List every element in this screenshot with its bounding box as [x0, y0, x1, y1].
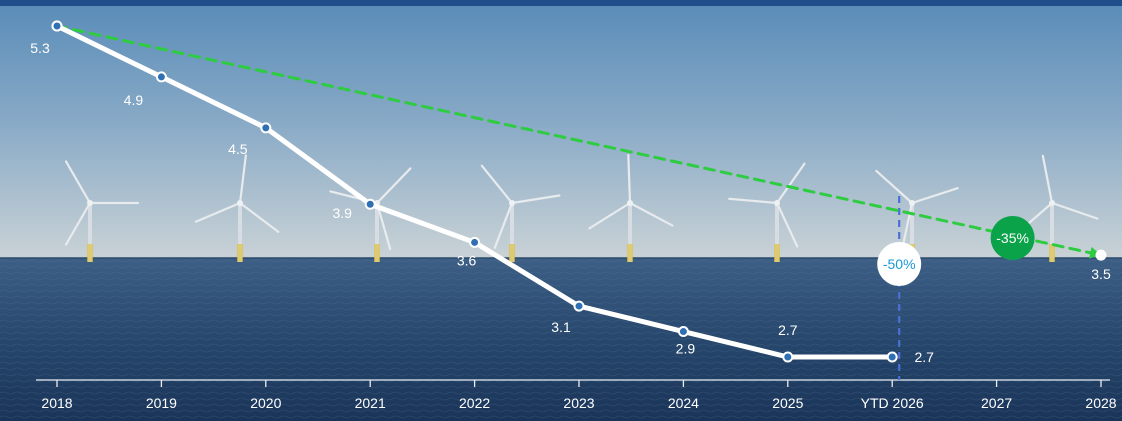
series-2-point-2028: [1095, 249, 1107, 261]
turbine-1: [64, 160, 140, 262]
series-1-point-2018: [51, 20, 63, 32]
annotations: -50% -35%: [877, 216, 1035, 286]
turbine-2: [194, 154, 280, 262]
turbine-5: [588, 153, 674, 262]
annotation--35--text: -35%: [996, 230, 1029, 246]
data-labels: 5.3 4.9 4.5 3.9 3.6 3.1 2.9 2.7 2.7 3.5: [30, 40, 1111, 365]
top-border: [0, 0, 1122, 6]
data-label-2-2028: 3.5: [1091, 266, 1111, 282]
x-axis: 2018 2019 2020 2021 2022 2023 2024 2025 YTD 2026…: [36, 379, 1117, 411]
series-1-point-2020: [260, 122, 272, 134]
actual-series-layer: [51, 20, 898, 363]
data-label-1-2023: 3.1: [551, 319, 571, 335]
series-1-point-2021: [364, 198, 376, 210]
data-label-1-2021: 3.9: [332, 205, 352, 221]
series-1-point-2019: [155, 71, 167, 83]
sea-waves: [0, 258, 1122, 421]
x-tick-label-2022: 2022: [459, 395, 490, 411]
annotation--35--badge: -35%: [990, 216, 1035, 260]
x-tick-label-ytd-2026: YTD 2026: [861, 395, 924, 411]
series-1-point-2023: [573, 300, 585, 312]
data-label-1-2025: 2.7: [778, 322, 798, 338]
series-2-line: [55, 24, 1103, 257]
x-tick-label-2018: 2018: [41, 395, 72, 411]
data-label-1-2019: 4.9: [124, 92, 144, 108]
x-tick-label-2021: 2021: [355, 395, 386, 411]
data-label-1-2018: 5.3: [30, 40, 50, 56]
x-tick-label-2019: 2019: [146, 395, 177, 411]
data-label-1-ytd-2026: 2.7: [914, 349, 934, 365]
series-1-point-2025: [782, 351, 794, 363]
x-tick-label-2028: 2028: [1085, 395, 1116, 411]
series-1-point-2022: [469, 236, 481, 248]
turbine-6: [728, 162, 806, 262]
x-tick-label-2023: 2023: [563, 395, 594, 411]
data-label-1-2020: 4.5: [228, 141, 248, 157]
series-1-point-ytd-2026: [886, 351, 898, 363]
turbine-4: [480, 164, 561, 262]
data-label-1-2022: 3.6: [457, 252, 477, 268]
x-tick-label-2027: 2027: [981, 395, 1012, 411]
series-1-point-2024: [677, 326, 689, 338]
x-tick-label-2025: 2025: [772, 395, 803, 411]
x-tick-label-2024: 2024: [668, 395, 699, 411]
data-label-1-2024: 2.9: [676, 341, 696, 357]
annotation--50--text: -50%: [883, 256, 916, 272]
wind-turbines: [64, 153, 1099, 262]
sky: [0, 6, 1122, 258]
x-tick-label-2020: 2020: [250, 395, 281, 411]
annotation--50--badge: -50%: [877, 242, 922, 286]
